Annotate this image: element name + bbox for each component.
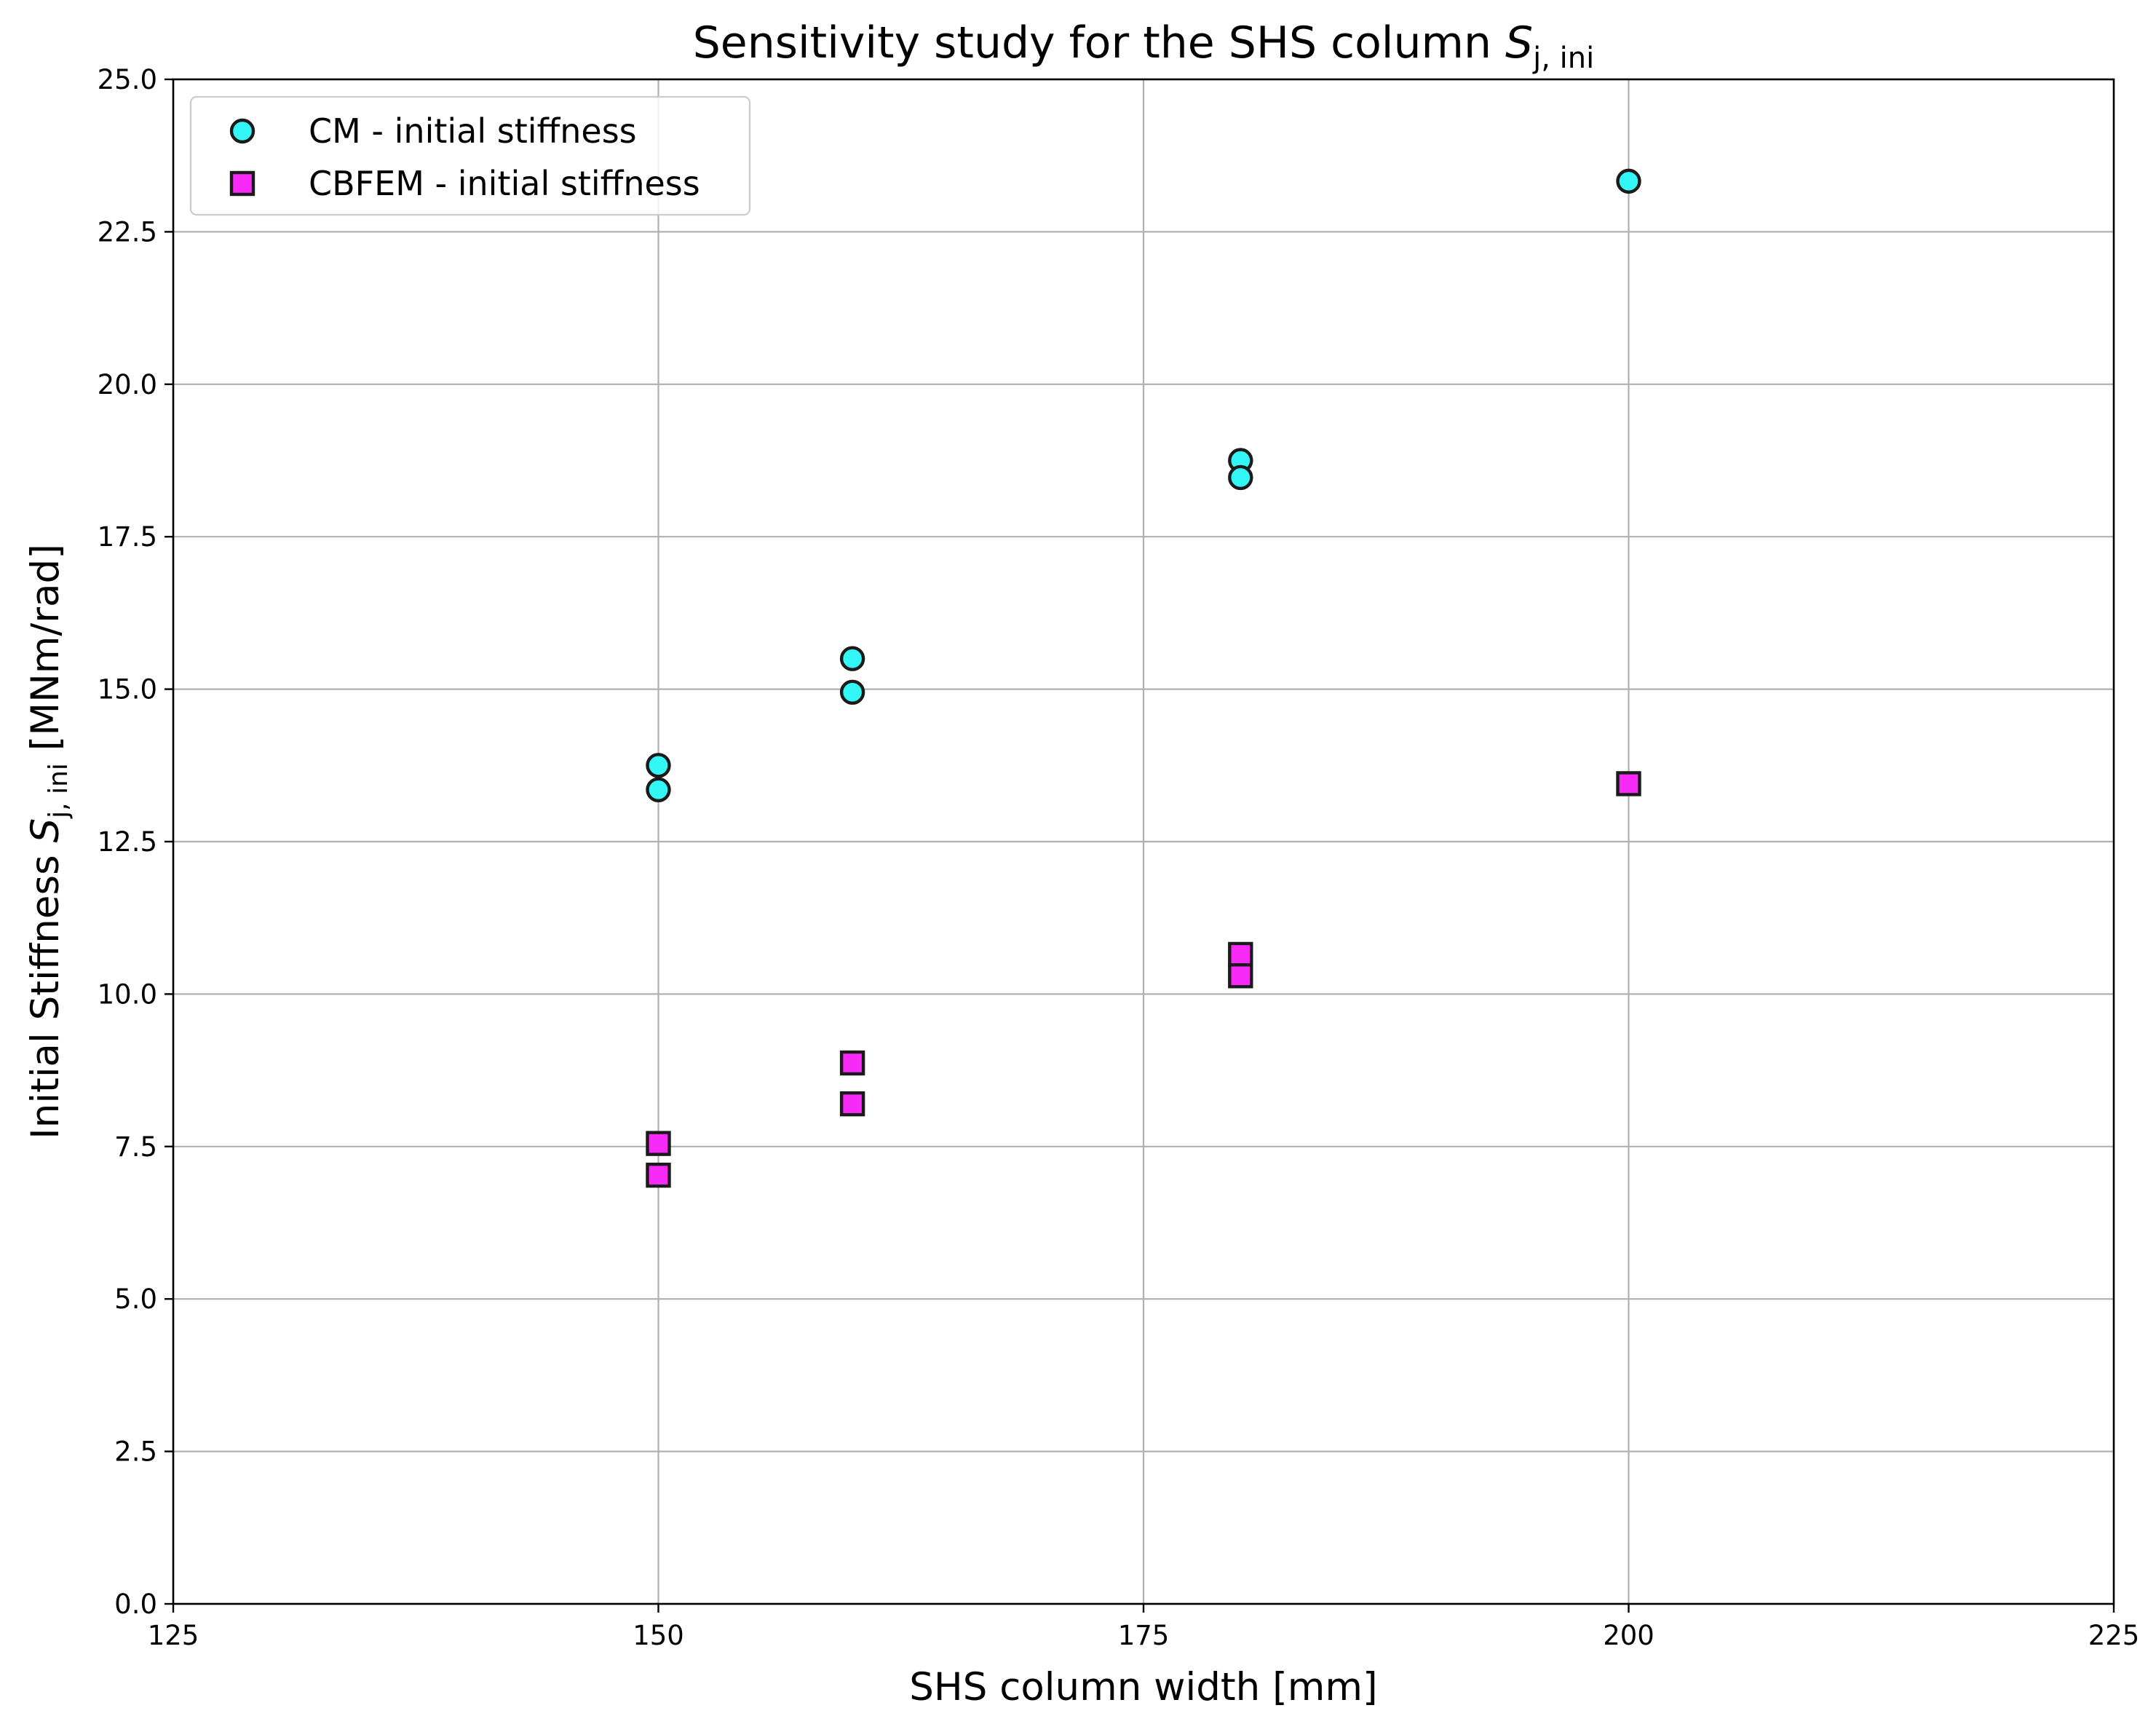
y-tick-label: 10.0	[98, 978, 157, 1010]
cbfem-data-point	[1228, 941, 1253, 968]
x-tick-label: 150	[633, 1620, 684, 1651]
y-tick-label: 17.5	[98, 521, 157, 553]
cm-data-point	[646, 753, 671, 778]
legend-cm-label: CM - initial stiffness	[309, 111, 637, 151]
cm-data-point	[839, 646, 865, 671]
cbfem-data-point	[646, 1162, 671, 1188]
x-axis-title: SHS column width [mm]	[909, 1665, 1377, 1709]
y-tick-label: 0.0	[114, 1589, 157, 1620]
cbfem-data-point	[839, 1091, 865, 1117]
grid	[173, 79, 2114, 1604]
cm-data-point	[1228, 464, 1253, 491]
x-tick-label: 225	[2088, 1620, 2140, 1651]
y-tick-label: 22.5	[98, 216, 157, 248]
y-tick-label: 20.0	[98, 369, 157, 400]
y-tick-label: 25.0	[98, 64, 157, 95]
data-points	[646, 168, 1641, 1188]
legend: CM - initial stiffness CBFEM - initial s…	[189, 95, 751, 216]
cm-data-point	[646, 777, 671, 803]
cm-data-point	[1616, 168, 1641, 194]
y-tick-label: 2.5	[114, 1436, 157, 1468]
legend-cbfem-marker	[229, 170, 255, 197]
x-tick-label: 200	[1603, 1620, 1654, 1651]
chart-title: Sensitivity study for the SHS column Sj,…	[693, 17, 1595, 75]
legend-box	[189, 95, 751, 216]
axis-ticks: 125 150 175 200 225 0.0 2.5 5.0 7.5 10.0 12.5 15.0 1…	[98, 64, 2140, 1651]
cm-data-point	[839, 679, 865, 705]
y-tick-label: 7.5	[114, 1131, 157, 1163]
plot-area-frame	[172, 78, 2115, 1605]
legend-cm-marker	[229, 118, 255, 144]
x-tick-label: 125	[148, 1620, 199, 1651]
y-tick-label: 5.0	[114, 1284, 157, 1315]
legend-cbfem-label: CBFEM - initial stiffness	[309, 164, 700, 203]
cbfem-data-point	[839, 1050, 865, 1076]
cbfem-data-point	[646, 1131, 671, 1156]
cbfem-data-point	[1228, 963, 1253, 989]
y-axis-title: Initial Stiffness Sj, ini [MNm/rad]	[23, 544, 74, 1139]
cbfem-data-point	[1616, 771, 1641, 796]
y-tick-label: 15.0	[98, 674, 157, 705]
y-tick-label: 12.5	[98, 826, 157, 858]
x-tick-label: 175	[1118, 1620, 1170, 1651]
